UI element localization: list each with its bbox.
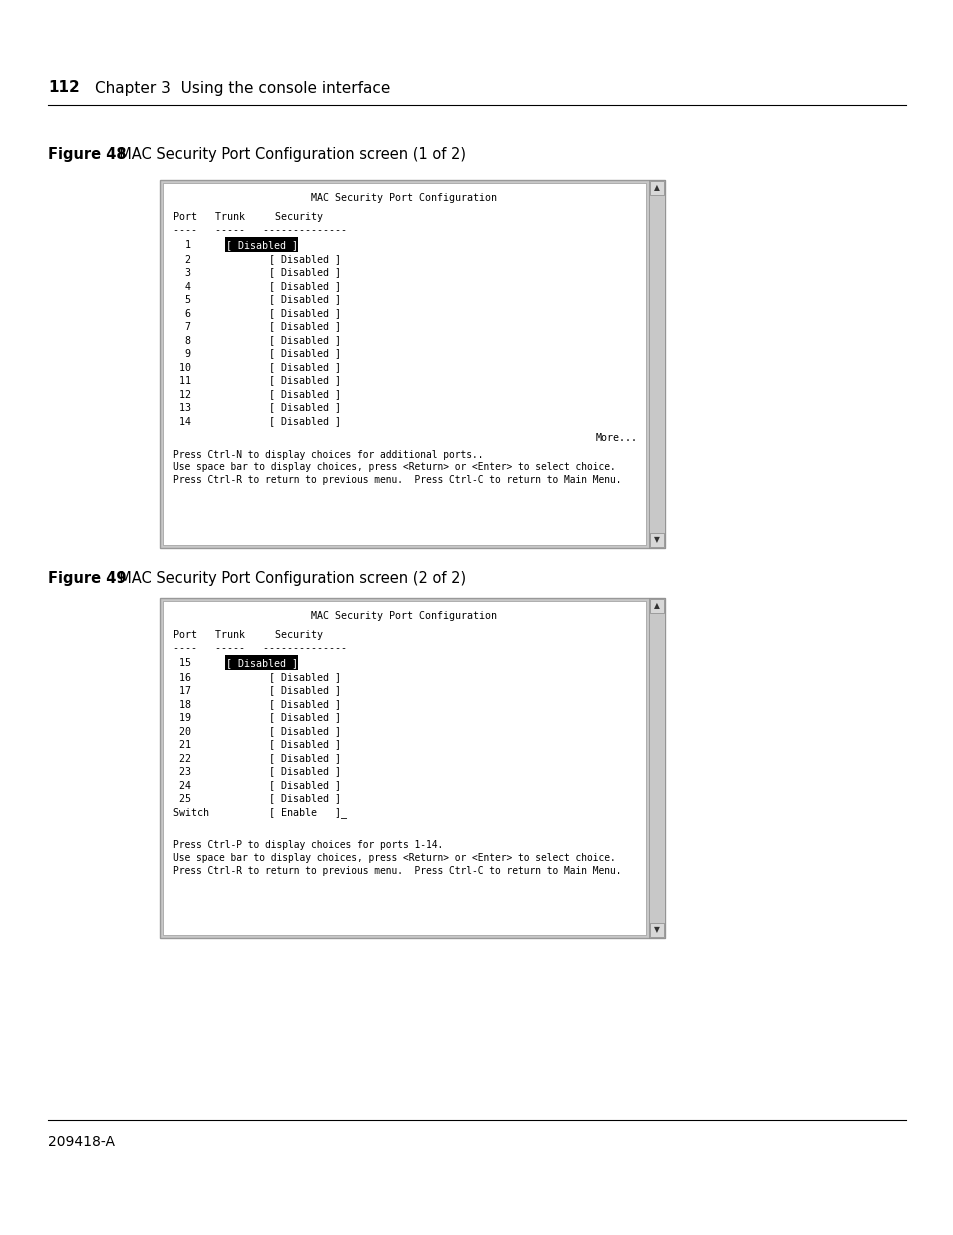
Text: Press Ctrl-R to return to previous menu.  Press Ctrl-C to return to Main Menu.: Press Ctrl-R to return to previous menu.… xyxy=(172,475,620,485)
Text: Figure 49: Figure 49 xyxy=(48,571,127,585)
Bar xyxy=(648,180,664,548)
Text: Use space bar to display choices, press <Return> or <Enter> to select choice.: Use space bar to display choices, press … xyxy=(172,462,615,472)
Text: MAC Security Port Configuration: MAC Security Port Configuration xyxy=(312,193,497,203)
Bar xyxy=(163,601,645,935)
Text: Press Ctrl-N to display choices for additional ports..: Press Ctrl-N to display choices for addi… xyxy=(172,450,483,459)
Text: 5             [ Disabled ]: 5 [ Disabled ] xyxy=(172,294,340,304)
Text: Press Ctrl-P to display choices for ports 1-14.: Press Ctrl-P to display choices for port… xyxy=(172,841,443,851)
Text: 18             [ Disabled ]: 18 [ Disabled ] xyxy=(172,699,340,709)
Text: 25             [ Disabled ]: 25 [ Disabled ] xyxy=(172,793,340,803)
Text: 10             [ Disabled ]: 10 [ Disabled ] xyxy=(172,362,340,372)
Text: 2             [ Disabled ]: 2 [ Disabled ] xyxy=(172,253,340,264)
Text: ▲: ▲ xyxy=(654,184,659,193)
Text: 112: 112 xyxy=(48,80,80,95)
Text: Press Ctrl-R to return to previous menu.  Press Ctrl-C to return to Main Menu.: Press Ctrl-R to return to previous menu.… xyxy=(172,866,620,876)
Text: 13             [ Disabled ]: 13 [ Disabled ] xyxy=(172,403,340,412)
Text: ▼: ▼ xyxy=(654,925,659,935)
Text: 23             [ Disabled ]: 23 [ Disabled ] xyxy=(172,766,340,777)
Text: 17             [ Disabled ]: 17 [ Disabled ] xyxy=(172,685,340,695)
Text: Switch          [ Enable   ]_: Switch [ Enable ]_ xyxy=(172,806,347,818)
Text: ▼: ▼ xyxy=(654,536,659,545)
Text: Figure 48: Figure 48 xyxy=(48,147,127,163)
Text: 19             [ Disabled ]: 19 [ Disabled ] xyxy=(172,713,340,722)
Text: 20             [ Disabled ]: 20 [ Disabled ] xyxy=(172,726,340,736)
Text: 8             [ Disabled ]: 8 [ Disabled ] xyxy=(172,335,340,345)
Text: MAC Security Port Configuration screen (1 of 2): MAC Security Port Configuration screen (… xyxy=(110,147,465,163)
Bar xyxy=(225,237,297,252)
Text: ----   -----   --------------: ---- ----- -------------- xyxy=(172,226,347,236)
Text: [ Disabled ]: [ Disabled ] xyxy=(226,658,297,668)
Text: 7             [ Disabled ]: 7 [ Disabled ] xyxy=(172,321,340,331)
Text: Port   Trunk     Security: Port Trunk Security xyxy=(172,212,323,222)
Text: ▲: ▲ xyxy=(654,601,659,610)
Bar xyxy=(649,923,663,937)
Text: 9             [ Disabled ]: 9 [ Disabled ] xyxy=(172,348,340,358)
Bar xyxy=(649,599,663,613)
Bar xyxy=(160,598,664,939)
Text: Use space bar to display choices, press <Return> or <Enter> to select choice.: Use space bar to display choices, press … xyxy=(172,853,615,863)
Bar xyxy=(649,182,663,195)
Text: 209418-A: 209418-A xyxy=(48,1135,115,1149)
Text: 15: 15 xyxy=(172,658,269,668)
Bar xyxy=(225,656,297,669)
Text: More...: More... xyxy=(596,433,638,443)
Text: 1: 1 xyxy=(172,241,269,251)
Bar xyxy=(648,598,664,939)
Text: 16             [ Disabled ]: 16 [ Disabled ] xyxy=(172,672,340,682)
Text: 24             [ Disabled ]: 24 [ Disabled ] xyxy=(172,779,340,789)
Text: Chapter 3  Using the console interface: Chapter 3 Using the console interface xyxy=(95,80,390,95)
Text: Port   Trunk     Security: Port Trunk Security xyxy=(172,630,323,640)
Text: [ Disabled ]: [ Disabled ] xyxy=(226,241,297,251)
Text: ----   -----   --------------: ---- ----- -------------- xyxy=(172,643,347,653)
Text: 22             [ Disabled ]: 22 [ Disabled ] xyxy=(172,753,340,763)
Text: 11             [ Disabled ]: 11 [ Disabled ] xyxy=(172,375,340,385)
Bar xyxy=(649,534,663,547)
Text: 3             [ Disabled ]: 3 [ Disabled ] xyxy=(172,267,340,277)
Text: 6             [ Disabled ]: 6 [ Disabled ] xyxy=(172,308,340,317)
Bar xyxy=(160,180,664,548)
Text: MAC Security Port Configuration screen (2 of 2): MAC Security Port Configuration screen (… xyxy=(110,571,466,585)
Text: 12             [ Disabled ]: 12 [ Disabled ] xyxy=(172,389,340,399)
Text: MAC Security Port Configuration: MAC Security Port Configuration xyxy=(312,611,497,621)
Text: 14             [ Disabled ]: 14 [ Disabled ] xyxy=(172,416,340,426)
Text: 4             [ Disabled ]: 4 [ Disabled ] xyxy=(172,280,340,290)
Text: 21             [ Disabled ]: 21 [ Disabled ] xyxy=(172,740,340,750)
Bar xyxy=(163,183,645,545)
